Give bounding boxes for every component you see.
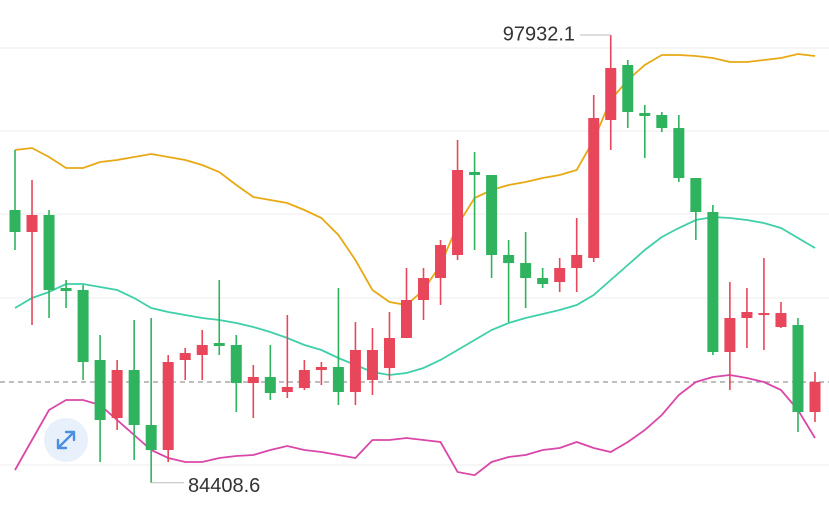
candle-body (111, 370, 123, 419)
candle-body (264, 376, 276, 393)
candle-body (230, 345, 242, 384)
expand-button[interactable] (44, 418, 88, 462)
candle-body (809, 381, 821, 412)
candle-body (400, 300, 412, 338)
expand-icon[interactable] (56, 430, 76, 450)
candle-body (332, 366, 344, 392)
candle-body (758, 313, 770, 316)
background-grid (0, 47, 829, 466)
candle-body (724, 318, 736, 352)
candle-body (366, 350, 378, 381)
candle-body (43, 215, 55, 291)
candle-body (298, 370, 310, 389)
candle-body (179, 353, 191, 361)
candle-body (128, 370, 140, 426)
candle-body (622, 65, 634, 112)
candle-body (418, 278, 430, 301)
candle-body (656, 115, 668, 129)
candle-body (571, 255, 583, 268)
band-line (14, 53, 816, 306)
candle-body (9, 210, 21, 232)
candle-body (537, 278, 549, 285)
candle-body (486, 175, 498, 256)
candle-body (741, 311, 753, 319)
candle-body (673, 128, 685, 179)
candle-body (639, 113, 651, 116)
candle-body (435, 245, 447, 279)
candle-body (247, 376, 259, 384)
min-label: 84408.6 (188, 475, 260, 497)
candle-body (707, 212, 719, 352)
candle-body (315, 366, 327, 371)
candle-body (469, 171, 481, 176)
candle-body (94, 360, 106, 421)
candle-body (60, 288, 72, 292)
candle-body (605, 67, 617, 121)
candle-body (281, 386, 293, 392)
max-label: 97932.1 (503, 23, 575, 45)
candle-body (213, 343, 225, 347)
plot: 97932.1 84408.6 (0, 23, 829, 497)
candle-body (690, 178, 702, 213)
candle-body (452, 170, 464, 256)
candle-body (554, 267, 566, 282)
candle-body (588, 118, 600, 259)
candle-body (520, 263, 532, 279)
candle-body (77, 290, 89, 362)
candle-body (26, 215, 38, 232)
candle-body (792, 325, 804, 412)
candle-body (196, 345, 208, 356)
candle-body (349, 350, 361, 392)
candle-body (383, 337, 395, 369)
candle-body (503, 255, 515, 264)
band-line (14, 216, 816, 376)
candle-body (775, 313, 787, 328)
candle-body (145, 425, 157, 451)
candle-body (162, 361, 174, 451)
